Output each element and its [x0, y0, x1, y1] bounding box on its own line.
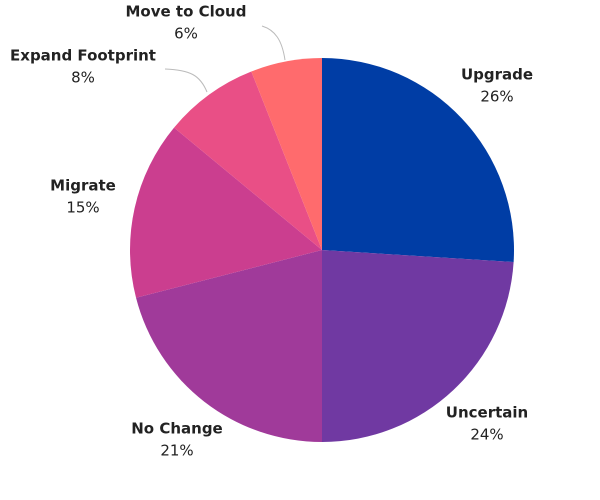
slice-label: Expand Footprint — [10, 47, 156, 65]
leader-line — [261, 25, 286, 61]
slice-label: No Change — [131, 420, 222, 438]
pie-slice — [130, 127, 322, 298]
value-label: 8% — [71, 69, 95, 87]
slice-label: Upgrade — [461, 66, 533, 84]
value-label: 15% — [66, 199, 99, 217]
pie-slice — [136, 250, 322, 442]
value-label: 26% — [480, 88, 513, 106]
value-label: 24% — [470, 426, 503, 444]
pie-slice — [251, 58, 322, 250]
pie-slice — [174, 71, 322, 251]
pie-slice — [322, 250, 514, 443]
slice-label: Move to Cloud — [126, 3, 247, 21]
slice-label: Uncertain — [446, 404, 528, 422]
value-label: 21% — [160, 442, 193, 460]
pie-slice — [322, 58, 514, 263]
value-label: 6% — [174, 25, 198, 43]
leader-line — [164, 68, 208, 93]
slice-label: Migrate — [50, 177, 116, 195]
